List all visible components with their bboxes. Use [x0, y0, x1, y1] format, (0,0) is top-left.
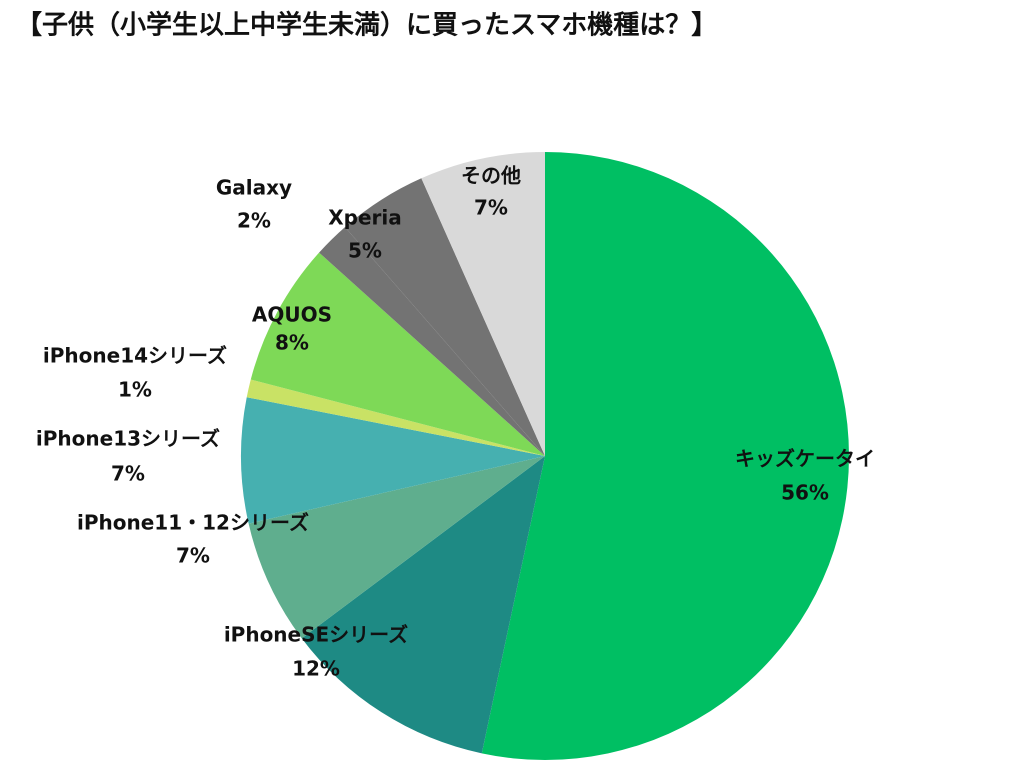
slice-label: iPhone11・12シリーズ: [77, 511, 309, 535]
value-label: 12%: [292, 657, 340, 681]
slice-label: キッズケータイ: [735, 447, 875, 471]
value-label: 7%: [474, 196, 508, 220]
pie-slice: [481, 152, 850, 760]
value-label: 7%: [176, 544, 210, 568]
slice-label: その他: [461, 164, 521, 188]
pie-slice: [241, 397, 545, 524]
pie-slice: [344, 178, 545, 457]
value-label: 7%: [111, 462, 145, 486]
value-label: 56%: [781, 481, 829, 505]
pie-slice: [246, 379, 545, 456]
slice-label: Xperia: [328, 206, 402, 230]
pie-slice: [319, 227, 545, 456]
pie-slice: [301, 456, 545, 754]
value-label: 5%: [348, 239, 382, 263]
value-label: 1%: [118, 378, 152, 402]
value-label: 8%: [275, 331, 309, 355]
slice-label: iPhoneSEシリーズ: [224, 623, 408, 647]
pie-slice: [248, 456, 545, 639]
pie-slice: [250, 252, 545, 456]
chart-title: 【子供（小学生以上中学生未満）に買ったスマホ機種は？】: [16, 10, 717, 41]
slice-label: iPhone14シリーズ: [43, 344, 227, 368]
pie-slice: [421, 152, 545, 456]
value-label: 2%: [237, 209, 271, 233]
slice-label: iPhone13シリーズ: [36, 427, 220, 451]
slice-label: AQUOS: [252, 303, 332, 327]
slice-label: Galaxy: [216, 176, 292, 200]
